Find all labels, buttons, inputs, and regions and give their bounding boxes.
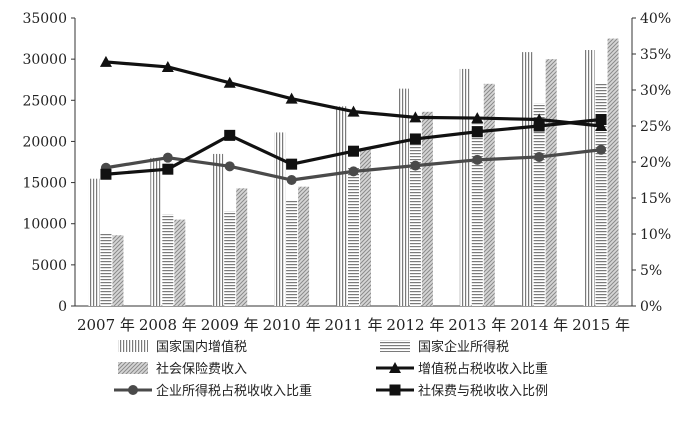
- x-tick-label: 2009 年: [201, 316, 259, 334]
- legend-marker-square: [389, 384, 401, 396]
- bar-diagonal-stripes: [483, 83, 495, 306]
- legend-swatch-vertical-stripes: [118, 340, 148, 352]
- legend-label: 社保费与税收收入比例: [418, 383, 548, 399]
- data-point-square: [409, 133, 421, 145]
- x-tick-label: 2011 年: [325, 316, 383, 334]
- data-point-circle: [534, 151, 545, 162]
- right-tick-label: 30%: [640, 83, 671, 99]
- data-point-square: [224, 129, 236, 141]
- bar-horizontal-stripes: [348, 168, 359, 306]
- legend-label: 增值税占税收收入比重: [418, 361, 548, 377]
- x-tick-label: 2010 年: [263, 316, 321, 334]
- legend-marker-circle: [128, 385, 138, 395]
- bar-vertical-stripes: [521, 52, 533, 307]
- bar-vertical-stripes: [336, 106, 347, 306]
- data-point-circle: [224, 161, 235, 172]
- legend-marker-triangle: [389, 362, 401, 373]
- data-point-square: [100, 168, 112, 180]
- x-tick-label: 2013 年: [448, 316, 506, 334]
- right-tick-label: 35%: [640, 47, 671, 63]
- bar-vertical-stripes: [459, 68, 471, 306]
- data-point-square: [348, 145, 359, 157]
- right-tick-label: 15%: [640, 191, 671, 207]
- left-tick-label: 25000: [22, 93, 67, 109]
- data-point-square: [286, 158, 298, 170]
- legend-swatch-diagonal-stripes: [118, 362, 148, 374]
- bar-diagonal-stripes: [607, 38, 619, 306]
- bar-horizontal-stripes: [533, 103, 545, 307]
- bar-vertical-stripes: [212, 153, 224, 306]
- bar-diagonal-stripes: [360, 149, 371, 306]
- right-tick-label: 5%: [640, 263, 662, 279]
- data-point-square: [595, 114, 607, 126]
- bar-vertical-stripes: [88, 178, 100, 306]
- data-point-triangle: [409, 111, 422, 123]
- x-tick-label: 2012 年: [386, 316, 444, 334]
- right-tick-label: 0%: [640, 299, 662, 315]
- legend-swatch-horizontal-stripes: [380, 340, 410, 352]
- data-point-triangle: [471, 112, 484, 124]
- data-point-triangle: [161, 60, 174, 72]
- left-tick-label: 30000: [22, 52, 67, 68]
- right-tick-label: 25%: [640, 119, 671, 135]
- data-point-triangle: [285, 92, 298, 104]
- legend-label: 企业所得税占税收收入比重: [156, 383, 312, 399]
- bar-diagonal-stripes: [298, 186, 310, 306]
- bar-horizontal-stripes: [595, 82, 607, 306]
- data-point-square: [533, 120, 545, 132]
- x-tick-label: 2014 年: [510, 316, 568, 334]
- bar-vertical-stripes: [150, 157, 162, 306]
- legend-label: 社会保险费收入: [156, 361, 247, 377]
- bar-diagonal-stripes: [112, 235, 124, 306]
- left-tick-label: 35000: [22, 11, 67, 27]
- data-point-triangle: [347, 105, 360, 117]
- bar-diagonal-stripes: [236, 188, 248, 306]
- data-point-circle: [348, 166, 359, 177]
- left-tick-label: 20000: [22, 134, 67, 150]
- bar-vertical-stripes: [583, 50, 595, 307]
- bar-diagonal-stripes: [421, 111, 433, 306]
- right-tick-label: 10%: [640, 227, 671, 243]
- data-point-triangle: [223, 76, 236, 88]
- x-tick-label: 2015 年: [572, 316, 630, 334]
- data-point-triangle: [99, 55, 112, 67]
- bar-diagonal-stripes: [174, 219, 186, 306]
- left-tick-label: 0: [58, 299, 67, 315]
- legend-label: 国家企业所得税: [418, 339, 509, 355]
- data-point-circle: [596, 144, 607, 155]
- data-point-circle: [410, 160, 421, 171]
- data-point-circle: [286, 175, 297, 185]
- left-tick-label: 10000: [22, 217, 67, 233]
- right-tick-label: 40%: [640, 11, 671, 27]
- data-point-square: [162, 163, 174, 175]
- bar-diagonal-stripes: [545, 59, 557, 307]
- right-tick-label: 20%: [640, 155, 671, 171]
- left-tick-label: 5000: [31, 258, 67, 274]
- bar-horizontal-stripes: [409, 144, 421, 306]
- bar-horizontal-stripes: [162, 214, 174, 306]
- left-tick-label: 15000: [22, 176, 67, 192]
- data-point-circle: [162, 152, 173, 163]
- x-tick-label: 2008 年: [139, 316, 197, 334]
- legend-label: 国家国内增值税: [156, 339, 247, 355]
- bar-horizontal-stripes: [471, 121, 483, 306]
- x-tick-label: 2007 年: [77, 316, 135, 334]
- data-point-square: [471, 126, 483, 138]
- data-point-triangle: [595, 120, 608, 131]
- data-point-circle: [472, 154, 483, 165]
- bar-horizontal-stripes: [100, 233, 112, 306]
- bar-vertical-stripes: [397, 88, 409, 306]
- bar-horizontal-stripes: [224, 211, 236, 306]
- bar-horizontal-stripes: [286, 200, 298, 306]
- bar-vertical-stripes: [274, 132, 286, 306]
